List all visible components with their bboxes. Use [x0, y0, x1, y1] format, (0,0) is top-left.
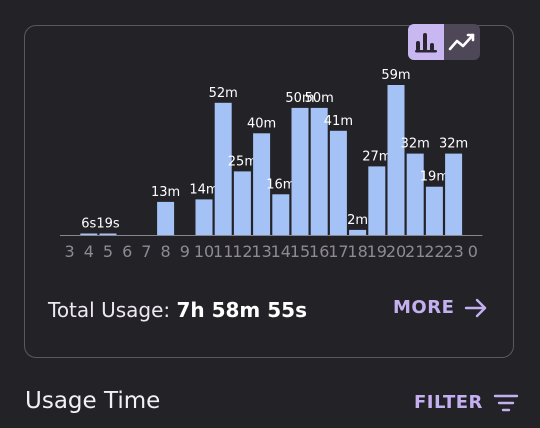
- arrow-right-icon: [465, 298, 487, 317]
- filter-button[interactable]: FILTER: [414, 392, 519, 413]
- total-usage-label: Total Usage:: [48, 298, 171, 322]
- total-usage-value: 7h 58m 55s: [176, 298, 307, 322]
- chart-type-toggle[interactable]: [408, 24, 480, 60]
- filter-icon: [493, 394, 519, 411]
- bar-chart-toggle[interactable]: [408, 24, 444, 60]
- line-chart-icon: [448, 33, 475, 51]
- section-title: Usage Time: [25, 388, 161, 414]
- total-usage: Total Usage: 7h 58m 55s: [48, 298, 307, 322]
- bar-chart-icon: [415, 33, 437, 53]
- line-chart-toggle[interactable]: [444, 24, 480, 60]
- filter-label: FILTER: [414, 392, 483, 413]
- more-label: MORE: [393, 297, 455, 318]
- usage-chart-card: [24, 25, 514, 358]
- more-button[interactable]: MORE: [393, 297, 488, 318]
